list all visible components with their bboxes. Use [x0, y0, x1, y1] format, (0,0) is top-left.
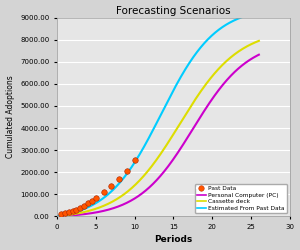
Point [86, 202, 91, 205]
Point [58, 212, 63, 216]
Point [82, 204, 87, 208]
X-axis label: Periods: Periods [154, 236, 193, 244]
Point [74, 208, 79, 212]
Point [70, 209, 75, 213]
Point [109, 184, 114, 188]
Point [117, 177, 122, 181]
Y-axis label: Cumulated Adoptions: Cumulated Adoptions [6, 76, 15, 158]
Point [89, 199, 94, 203]
Legend: Past Data, Personal Computer (PC), Cassette deck, Estimated From Past Data: Past Data, Personal Computer (PC), Casse… [195, 184, 287, 213]
Point [93, 196, 98, 200]
Point [66, 210, 71, 214]
Point [62, 212, 67, 216]
Point [132, 158, 137, 162]
Point [78, 206, 83, 210]
Point [124, 169, 129, 173]
Point [101, 190, 106, 194]
Title: Forecasting Scenarios: Forecasting Scenarios [116, 6, 231, 16]
